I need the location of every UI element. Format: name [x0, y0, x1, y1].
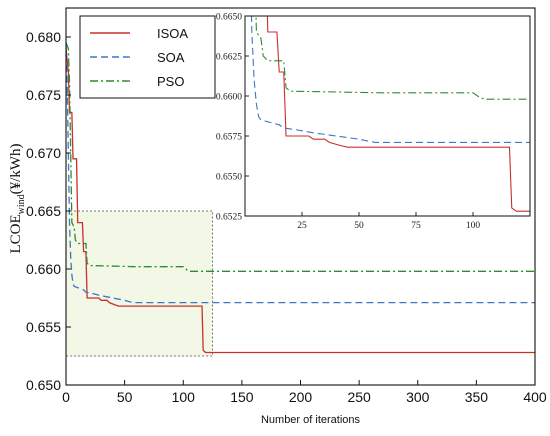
inset-y-tick-label: 0.6625 — [216, 53, 242, 63]
x-tick-label: 400 — [523, 389, 547, 405]
y-tick-label: 0.665 — [26, 203, 61, 219]
y-axis-label-main: LCOE — [8, 214, 24, 253]
x-axis-label: Number of iterations — [261, 414, 361, 426]
x-tick-label: 0 — [62, 389, 70, 405]
main-series-group — [66, 42, 535, 354]
inset-x-tick-label: 25 — [297, 221, 307, 231]
inset-x-tick-label: 100 — [466, 221, 481, 231]
x-tick-label: 350 — [465, 389, 489, 405]
inset-y-tick-label: 0.6575 — [216, 133, 242, 143]
inset-y-tick-label: 0.6550 — [216, 173, 242, 183]
zoom-region — [65, 210, 214, 357]
legend-label-soa: SOA — [157, 50, 185, 65]
x-tick-label: 100 — [172, 389, 196, 405]
y-tick-label: 0.670 — [26, 145, 61, 161]
y-axis-label-unit: (¥/kWh) — [8, 144, 24, 195]
legend-label-isoa: ISOA — [157, 26, 188, 41]
y-tick-label: 0.660 — [26, 261, 61, 277]
series-line-pso — [66, 42, 535, 272]
x-tick-label: 250 — [347, 389, 371, 405]
inset-y-tick-label: 0.6600 — [216, 93, 242, 103]
y-tick-label: 0.650 — [26, 377, 61, 393]
y-tick-label: 0.655 — [26, 319, 61, 335]
x-tick-label: 300 — [406, 389, 430, 405]
y-tick-label: 0.675 — [26, 87, 61, 103]
inset-series-line-isoa — [266, 16, 530, 212]
inset-y-tick-label: 0.6525 — [216, 213, 242, 223]
x-tick-label: 200 — [289, 389, 313, 405]
inset-series-line-soa — [250, 16, 530, 143]
inset-x-tick-label: 75 — [411, 221, 421, 231]
series-line-isoa — [66, 48, 535, 354]
series-line-soa — [66, 42, 535, 304]
inset-series-group — [250, 16, 530, 212]
x-tick-label: 150 — [230, 389, 254, 405]
y-tick-label: 0.680 — [26, 29, 61, 45]
legend-label-pso: PSO — [157, 74, 184, 89]
x-tick-label: 50 — [117, 389, 133, 405]
inset-y-tick-label: 0.6650 — [216, 13, 242, 23]
legend — [79, 15, 216, 99]
inset-series-line-pso — [255, 16, 530, 100]
inset-x-tick-label: 50 — [354, 221, 364, 231]
y-axis-label: LCOEwind(¥/kWh) — [8, 144, 27, 254]
inset-background — [245, 16, 530, 216]
y-axis-label-sub: wind — [16, 194, 27, 214]
inset-frame — [244, 15, 531, 217]
